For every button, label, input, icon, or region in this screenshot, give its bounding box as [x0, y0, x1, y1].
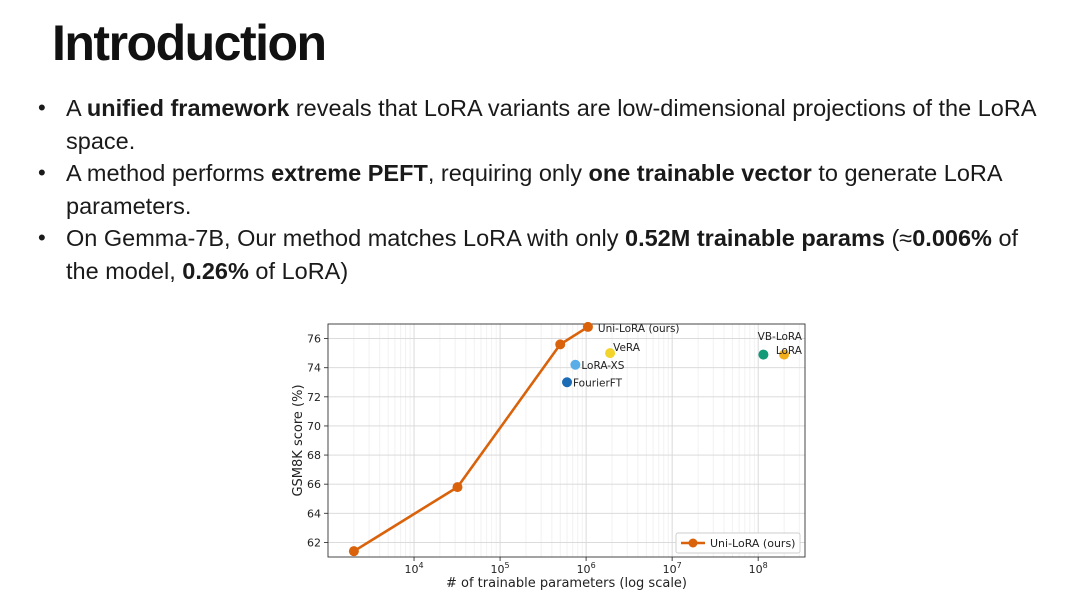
x-tick-label: 106: [577, 561, 596, 576]
bullet-item-2: A method performs extreme PEFT, requirin…: [38, 157, 1048, 222]
bullet-run-bold: 0.52M trainable params: [625, 225, 885, 251]
x-tick-label: 104: [404, 561, 423, 576]
bullet-run: , requiring only: [427, 160, 589, 186]
method-data-point: [562, 377, 573, 388]
y-axis-label: GSM8K score (%): [291, 384, 306, 496]
method-data-point: [605, 348, 616, 359]
uni-lora-data-point: [452, 482, 463, 493]
uni-lora-data-point: [555, 339, 566, 350]
method-data-point: [779, 349, 790, 360]
x-tick-label: 107: [663, 561, 682, 576]
point-label: Uni-LoRA (ours): [598, 323, 680, 335]
legend-label: Uni-LoRA (ours): [710, 537, 795, 550]
y-tick-label: 64: [307, 507, 321, 520]
y-tick-label: 76: [307, 333, 321, 346]
slide-title: Introduction: [52, 15, 327, 71]
bullet-run-bold: 0.26%: [182, 257, 249, 284]
x-tick-label: 105: [491, 561, 510, 576]
point-label: LoRA-XS: [581, 360, 624, 372]
bullet-run-bold: unified framework: [86, 95, 290, 121]
bullet-run: of the model,: [66, 225, 1019, 284]
point-label: FourierFT: [573, 377, 623, 389]
bullet-run-bold: one trainable vector: [588, 160, 812, 186]
legend-box: [675, 532, 801, 554]
bullet-item-3: On Gemma-7B, Our method matches LoRA wit…: [38, 222, 1048, 287]
y-tick-label: 66: [307, 478, 321, 491]
bullet-run: reveals that LoRA variants are low-dimen…: [66, 95, 1036, 154]
y-tick-label: 72: [307, 391, 321, 404]
y-tick-label: 70: [307, 420, 321, 433]
bullet-run: On Gemma-7B, Our method matches LoRA wit…: [66, 225, 626, 251]
method-data-point: [758, 349, 769, 360]
bullet-run: A: [66, 95, 87, 121]
point-label: VB-LoRA: [758, 331, 803, 343]
plot-frame: [327, 323, 806, 558]
bullet-run-bold: 0.006%: [912, 225, 992, 251]
x-axis-label: # of trainable parameters (log scale): [446, 576, 687, 591]
y-tick-label: 74: [307, 362, 321, 375]
point-label: VeRA: [613, 342, 641, 354]
legend-marker-swatch: [688, 538, 698, 548]
y-tick-label: 68: [307, 449, 321, 462]
bullet-list: A unified framework reveals that LoRA va…: [38, 92, 1048, 287]
uni-lora-data-point: [582, 321, 593, 332]
bullet-run-bold: extreme PEFT: [271, 160, 428, 186]
method-data-point: [570, 359, 581, 370]
bullet-run: (≈: [884, 225, 913, 251]
y-tick-label: 62: [307, 536, 321, 549]
bullet-run: A method performs: [66, 160, 272, 186]
uni-lora-series-line: [353, 325, 589, 553]
bullet-item-1: A unified framework reveals that LoRA va…: [38, 92, 1048, 157]
uni-lora-data-point: [348, 546, 359, 557]
x-tick-label: 108: [749, 561, 768, 576]
point-label: LoRA: [776, 345, 803, 357]
bullet-run: of LoRA): [248, 257, 349, 284]
bullet-run: to generate LoRA parameters.: [66, 160, 1002, 219]
